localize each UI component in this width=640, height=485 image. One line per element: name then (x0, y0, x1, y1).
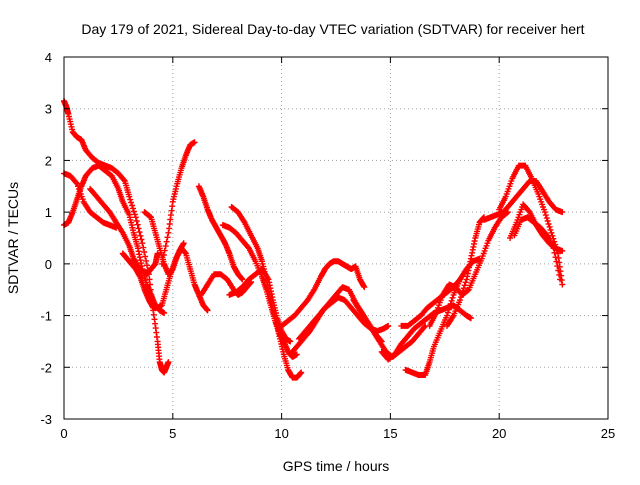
y-tick-label: 3 (45, 102, 52, 117)
x-tick-label: 25 (601, 426, 615, 441)
series-arc-12 (226, 266, 294, 345)
data-point-markers (444, 214, 487, 329)
y-tick-label: 2 (45, 153, 52, 168)
data-point-markers (87, 185, 161, 278)
tick-label-layer: 0 5 10 15 20 25 -3 -2 -1 0 1 2 3 4 (40, 50, 615, 441)
series-arc-13 (278, 258, 368, 329)
series-arc-22 (481, 178, 566, 223)
series-arc-9 (198, 271, 255, 298)
tick-layer (63, 56, 609, 420)
x-tick-label: 0 (60, 426, 67, 441)
data-point-markers (278, 258, 368, 329)
data-point-markers (226, 266, 294, 345)
data-point-markers (141, 209, 211, 314)
y-tick-label: -2 (40, 360, 52, 375)
x-tick-label: 10 (274, 426, 288, 441)
series-arc-21 (444, 214, 487, 329)
y-tick-label: -1 (40, 309, 52, 324)
y-tick-label: 1 (45, 205, 52, 220)
data-layer (61, 98, 566, 381)
series-arc-7 (141, 209, 211, 314)
y-axis-label: SDTVAR / TECUs (5, 182, 21, 294)
x-axis-label: GPS time / hours (283, 458, 390, 474)
y-tick-label: 0 (45, 257, 52, 272)
grid-layer (64, 57, 608, 419)
data-point-markers (511, 214, 564, 283)
y-tick-label: -3 (40, 412, 52, 427)
series-arc-25 (511, 214, 564, 283)
series-arc-23 (496, 162, 566, 288)
series-arc-19 (402, 276, 463, 378)
data-point-markers (402, 276, 463, 378)
series-arc-14 (287, 284, 385, 358)
data-point-markers (378, 302, 474, 363)
plot-frame (63, 56, 609, 420)
data-point-markers (287, 284, 385, 358)
x-tick-label: 15 (383, 426, 397, 441)
series-arc-17 (378, 302, 474, 363)
series-arc-4 (87, 185, 161, 278)
chart-title: Day 179 of 2021, Sidereal Day-to-day VTE… (81, 21, 584, 37)
data-point-markers (496, 162, 566, 288)
x-tick-label: 5 (169, 426, 176, 441)
data-point-markers (198, 271, 255, 298)
data-point-markers (195, 183, 246, 283)
series-arc-8 (195, 183, 246, 283)
data-point-markers (481, 178, 566, 223)
x-tick-label: 20 (492, 426, 506, 441)
y-tick-label: 4 (45, 50, 52, 65)
